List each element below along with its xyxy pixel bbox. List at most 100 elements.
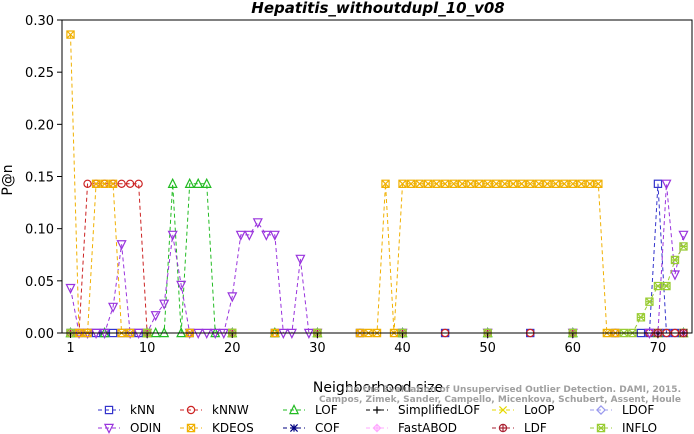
legend-item-inflo: INFLO: [590, 421, 657, 434]
x-tick-label: 50: [479, 341, 496, 356]
data-point: [440, 179, 450, 189]
series-line: [70, 246, 684, 334]
legend-label: SimplifiedLOF: [398, 403, 480, 417]
x-tick-label: 1: [66, 341, 74, 356]
series-inflo: [66, 242, 688, 338]
series-line: [70, 183, 684, 334]
y-tick-label: 0.25: [25, 66, 54, 81]
legend-item-knn: kNN: [98, 403, 155, 417]
data-point: [509, 179, 518, 189]
y-tick-label: 0.20: [25, 118, 54, 133]
data-point: [125, 179, 135, 189]
legend-label: kNNW: [212, 403, 249, 417]
data-point: [167, 177, 178, 189]
series-line: [70, 183, 684, 334]
y-tick-label: 0.00: [25, 327, 54, 342]
legend-item-ldf: LDF: [492, 421, 547, 434]
data-point: [577, 179, 586, 189]
data-point: [415, 179, 424, 189]
legend-item-simplifiedlof: SimplifiedLOF: [366, 403, 480, 417]
data-point: [184, 177, 195, 189]
data-point: [66, 30, 75, 39]
data-point: [645, 297, 654, 306]
series-line: [70, 34, 684, 334]
data-point: [261, 230, 272, 241]
legend-item-knnw: kNNW: [180, 403, 249, 417]
data-point: [678, 230, 689, 241]
data-point: [585, 179, 595, 189]
series-odin: [65, 179, 689, 339]
legend-label: COF: [315, 421, 340, 434]
data-point: [517, 179, 526, 189]
x-tick-label: 20: [224, 341, 241, 356]
series-line: [70, 183, 684, 334]
data-point: [662, 281, 671, 291]
legend-label: LDF: [524, 421, 547, 434]
legend-label: KDEOS: [212, 421, 254, 434]
data-point: [134, 179, 143, 189]
legend-label: INFLO: [622, 421, 657, 434]
y-axis: 0.00 0.05 0.10 0.15 0.20 0.25 0.30: [25, 14, 62, 342]
x-tick-label: 40: [394, 341, 411, 356]
y-axis-label: P@n: [0, 164, 16, 195]
data-point: [108, 179, 118, 189]
x-tick-label: 60: [565, 341, 582, 356]
x-axis: 1 10 20 30 40 50 60 70: [66, 333, 666, 356]
data-point: [432, 179, 441, 189]
legend-label: LOF: [315, 403, 338, 417]
data-point: [244, 230, 255, 241]
data-point: [534, 179, 543, 189]
legend-swatch-marker: [596, 423, 606, 433]
data-point: [252, 218, 263, 229]
y-tick-label: 0.10: [25, 223, 54, 238]
data-point: [568, 179, 578, 189]
legend-swatch-marker: [289, 423, 299, 433]
legend-swatch-marker: [288, 404, 300, 415]
x-tick-label: 30: [309, 341, 326, 356]
data-point: [193, 177, 204, 189]
series-kdeos: [66, 30, 688, 338]
data-point: [167, 230, 178, 241]
data-point: [295, 254, 306, 265]
watermark-line-1: On the Evaluation of Unsupervised Outlie…: [346, 385, 681, 395]
legend-label: LoOP: [524, 403, 555, 417]
data-point: [159, 299, 170, 310]
data-point: [483, 179, 492, 189]
data-point: [551, 179, 560, 189]
legend-item-loop: LoOP: [492, 403, 555, 417]
data-point: [65, 283, 76, 295]
legend-swatch-marker: [103, 423, 115, 434]
y-tick-label: 0.05: [25, 275, 54, 290]
legend-item-fastabod: FastABOD: [366, 421, 457, 434]
data-point: [500, 179, 509, 189]
legend-label: LDOF: [622, 403, 654, 417]
data-point: [543, 179, 552, 189]
data-point: [449, 179, 458, 189]
data-point: [116, 240, 127, 251]
legend-swatch-marker: [498, 423, 508, 433]
data-point: [669, 270, 681, 281]
legend-item-cof: COF: [283, 421, 340, 434]
data-point: [91, 179, 101, 189]
data-point: [636, 313, 646, 322]
data-point: [150, 311, 161, 322]
data-point: [526, 179, 535, 189]
legend-swatch-marker: [596, 405, 606, 415]
data-point: [117, 179, 126, 189]
data-point: [108, 302, 119, 313]
data-point: [381, 179, 390, 189]
data-point: [457, 179, 467, 189]
series-knnw: [66, 179, 688, 338]
data-point: [227, 292, 238, 303]
legend: kNN kNNW LOF SimplifiedLOF LoOP LDOF ODIN KDEOS…: [98, 403, 657, 434]
plot-area: [65, 30, 689, 339]
y-tick-label: 0.15: [25, 171, 54, 186]
legend-swatch-marker: [372, 423, 382, 433]
chart-title: Hepatitis_withoutdupl_10_v08: [251, 0, 504, 17]
data-point: [653, 281, 663, 291]
data-point: [466, 179, 475, 189]
legend-label: kNN: [130, 403, 155, 417]
data-point: [594, 179, 603, 189]
data-point: [653, 179, 663, 189]
